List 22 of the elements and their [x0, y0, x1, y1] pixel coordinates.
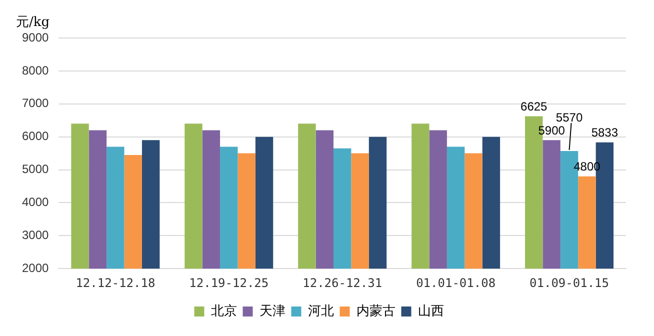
x-tick-label: 12.19-12.25	[189, 276, 269, 290]
legend-label: 山西	[418, 304, 444, 319]
y-tick-label: 5000	[22, 162, 50, 176]
y-tick-label: 9000	[22, 30, 50, 44]
x-tick-label: 01.09-01.15	[530, 276, 610, 290]
legend-label: 内蒙古	[356, 304, 396, 319]
legend-label: 北京	[210, 304, 237, 319]
y-axis-title: 元/kg	[16, 14, 50, 30]
x-tick-label: 01.01-01.08	[416, 276, 496, 290]
x-tick-label: 12.26-12.31	[302, 276, 382, 290]
y-tick-label: 6000	[22, 129, 50, 144]
legend-label: 河北	[308, 304, 334, 319]
x-tick-label: 12.12-12.18	[76, 276, 156, 290]
data-label: 5833	[591, 126, 618, 140]
legend-label: 天津	[259, 304, 286, 319]
data-label: 5570	[556, 110, 583, 124]
y-tick-label: 4000	[22, 195, 50, 210]
y-tick-label: 2000	[22, 260, 50, 275]
y-tick-label: 3000	[22, 228, 50, 242]
y-tick-label: 7000	[22, 96, 50, 110]
data-label: 6625	[520, 100, 548, 114]
y-tick-label: 8000	[22, 63, 50, 78]
